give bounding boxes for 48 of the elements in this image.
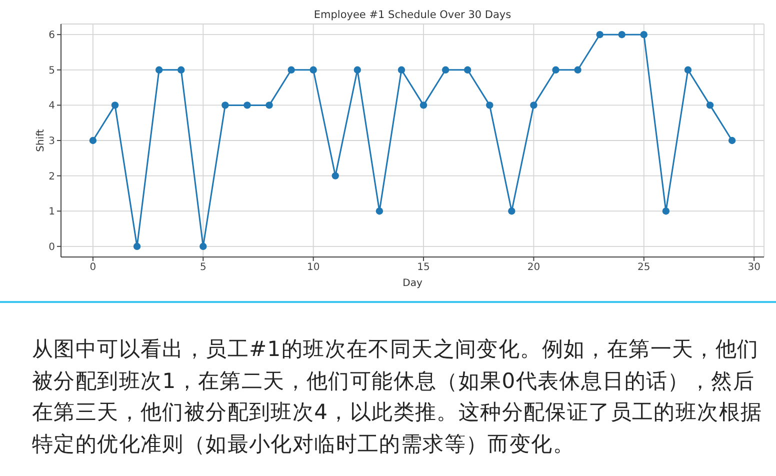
point — [596, 30, 604, 38]
point — [662, 208, 670, 215]
x-tick-label: 0 — [90, 262, 96, 274]
point — [89, 136, 97, 144]
point — [552, 66, 560, 74]
point — [728, 136, 736, 144]
x-tick-label: 10 — [306, 262, 320, 274]
point — [244, 102, 251, 109]
point — [310, 66, 317, 74]
chart-title: Employee #1 Schedule Over 30 Days — [312, 9, 512, 22]
y-tick-label: 4 — [48, 100, 55, 112]
point — [530, 102, 538, 109]
x-tick-label: 5 — [200, 262, 206, 274]
point — [706, 102, 714, 109]
point — [442, 66, 450, 74]
point — [486, 102, 494, 109]
point — [464, 66, 472, 74]
point — [684, 66, 692, 74]
x-tick-label: 30 — [748, 262, 760, 274]
point — [354, 66, 362, 74]
point — [111, 102, 119, 109]
y-tick-label: 6 — [48, 30, 55, 42]
x-tick-label: 20 — [527, 262, 540, 274]
point — [222, 102, 229, 109]
y-tick-label: 1 — [48, 206, 55, 218]
y-axis-title: Shift — [36, 129, 46, 152]
point — [398, 66, 406, 74]
point — [266, 102, 273, 109]
point — [288, 66, 295, 74]
point — [376, 208, 384, 215]
point — [420, 102, 428, 109]
point — [133, 242, 141, 250]
point — [640, 30, 648, 38]
text: 从图中可以看出，员工#1的班次在不同天之间变化。例如，在第一天，他们被分配到班次1，在第二天，他们可能休息（如果0代表休息日的话），然后在第三天，他们被分配到班次4，以此类推。这种分配保证了员工的班次根据特定的优化准则（如最小化对临时工的需求等）而变化。 — [32, 336, 764, 458]
x-axis-title: Day — [402, 278, 422, 289]
y-tick-label: 2 — [48, 171, 55, 182]
point — [178, 66, 185, 74]
x-tick-label: 15 — [417, 262, 430, 274]
y-tick-label: 0 — [48, 242, 55, 253]
point — [200, 242, 207, 250]
point — [155, 66, 163, 74]
x-tick-label: 25 — [638, 262, 650, 274]
point — [332, 172, 339, 180]
y-tick-label: 3 — [48, 136, 55, 148]
point — [508, 208, 516, 215]
point — [618, 30, 626, 38]
y-tick-label: 5 — [48, 65, 55, 76]
point — [574, 66, 582, 74]
